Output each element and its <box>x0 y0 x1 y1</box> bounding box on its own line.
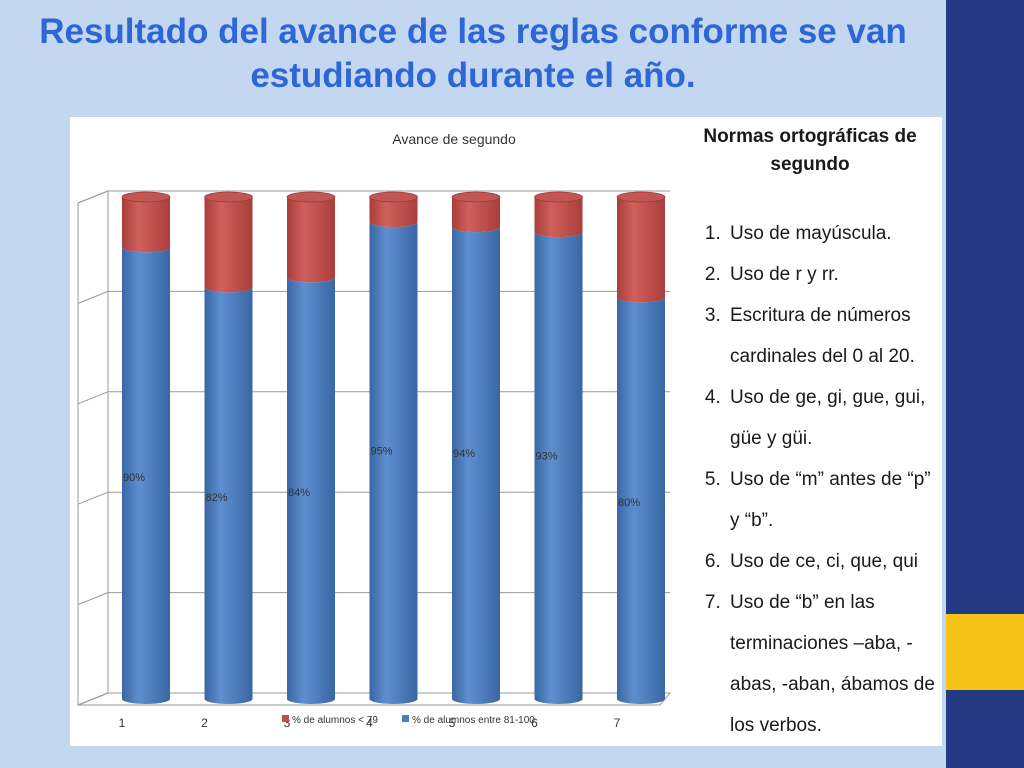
grid-line-diagonal <box>77 391 109 405</box>
bar-segment <box>617 297 665 704</box>
bar-segment <box>369 197 418 228</box>
data-label: 94% <box>453 448 475 460</box>
data-label: 84% <box>288 487 310 499</box>
legend-swatch <box>282 715 289 722</box>
rule-item: Escritura de números cardinales del 0 al… <box>726 295 936 377</box>
rules-panel-title: Normas ortográficas de segundo <box>703 126 917 175</box>
bar-top-cap <box>121 191 171 203</box>
legend-swatch <box>402 715 409 722</box>
grid-line-diagonal <box>77 592 109 606</box>
bar-segment <box>617 197 665 303</box>
bar-segment <box>204 287 253 704</box>
x-tick-label: 6 <box>531 716 538 730</box>
bar-top-cap <box>534 191 583 203</box>
grid-line-diagonal <box>77 190 109 204</box>
bar-top-cap <box>451 191 501 203</box>
bar-segment <box>287 197 335 283</box>
x-tick-label: 3 <box>284 716 291 730</box>
bar-segment <box>369 222 418 704</box>
rule-item: Uso de ce, ci, que, qui <box>726 541 936 582</box>
rule-item: Uso de ge, gi, gue, gui, güe y güi. <box>726 377 936 459</box>
chart-side-wall <box>77 190 109 706</box>
slide-title: Resultado del avance de las reglas confo… <box>39 12 907 95</box>
right-decor-strip <box>946 0 1024 768</box>
bar-top-cap <box>616 191 666 203</box>
bar-top-cap <box>286 191 336 203</box>
data-label: 80% <box>618 497 640 509</box>
x-tick-label: 4 <box>366 716 373 730</box>
x-tick-label: 2 <box>201 716 208 730</box>
bar-segment <box>122 247 170 704</box>
bar-segment <box>534 232 583 704</box>
bar-segment <box>452 197 501 233</box>
rule-item: Uso de “b” en las terminaciones –aba, -a… <box>726 582 936 746</box>
grid-line-diagonal <box>77 290 109 304</box>
rule-item: Uso de r y rr. <box>726 254 936 295</box>
bar-segment <box>122 197 170 253</box>
bar-segment <box>452 227 501 704</box>
x-tick-label: 5 <box>449 716 456 730</box>
chart-panel: Avance de segundo0%20%40%60%80%100%90%18… <box>70 117 678 746</box>
data-label: 95% <box>370 446 392 458</box>
rule-item: Uso de “m” antes de “p” y “b”. <box>726 459 936 541</box>
rules-panel: Normas ortográficas de segundo Uso de ma… <box>678 117 942 746</box>
legend-label: % de alumnos entre 81-100 <box>412 715 535 726</box>
bar-segment <box>204 197 253 293</box>
chart-title: Avance de segundo <box>392 131 516 147</box>
grid-line-diagonal <box>77 692 109 706</box>
yellow-accent-block <box>946 614 1024 690</box>
data-label: 93% <box>535 451 557 463</box>
legend-label: % de alumnos < 79 <box>292 715 378 726</box>
bar-segment <box>287 277 335 704</box>
bar-top-cap <box>204 191 253 203</box>
bar-chart: Avance de segundo0%20%40%60%80%100%90%18… <box>77 131 672 730</box>
bar-top-cap <box>369 191 418 203</box>
grid-line-diagonal <box>77 491 109 505</box>
data-label: 82% <box>205 492 227 504</box>
x-tick-label: 7 <box>614 716 621 730</box>
rule-item: Uso de mayúscula. <box>726 213 936 254</box>
x-tick-label: 1 <box>119 716 126 730</box>
rules-list: Uso de mayúscula. Uso de r y rr. Escritu… <box>678 213 936 746</box>
data-label: 90% <box>123 472 145 484</box>
bar-segment <box>534 197 583 238</box>
